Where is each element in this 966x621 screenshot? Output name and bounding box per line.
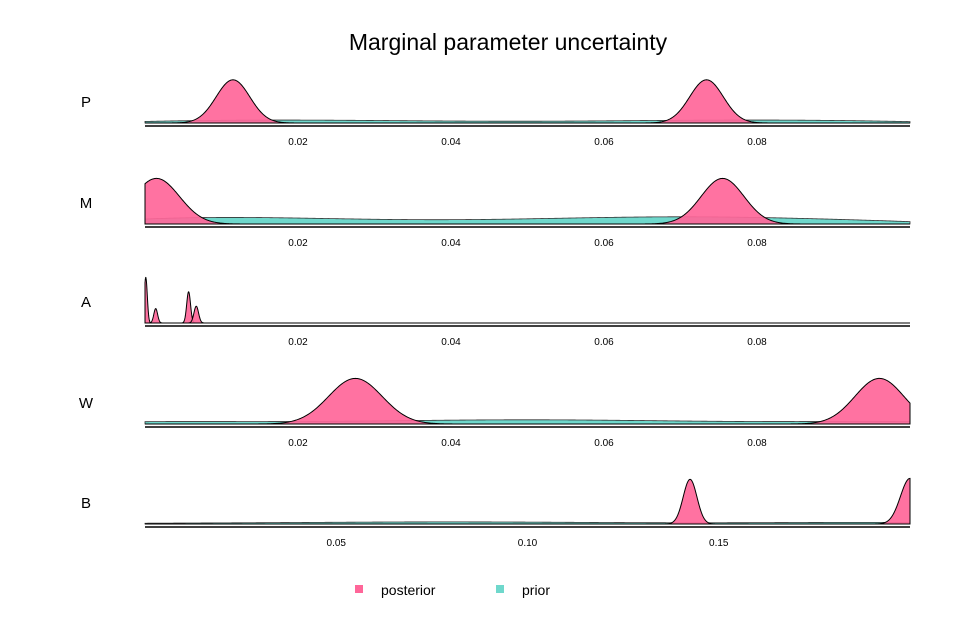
tick-label: 0.04 [441,337,461,348]
prior-density-m [144,216,911,225]
tick-label: 0.08 [747,337,767,348]
panel-p: 0.02 0.04 0.06 0.08 P [81,79,911,148]
tick-label: 0.10 [518,538,538,549]
panel-b: 0.05 0.10 0.15 B [81,477,911,549]
tick-label: 0.02 [288,238,308,249]
posterior-peak-p-2 [638,79,775,124]
tick-label: 0.06 [594,137,614,148]
legend-swatch [355,585,363,593]
prior-density-w [144,419,911,425]
chart-title: Marginal parameter uncertainty [349,29,668,55]
posterior-peak-w-2 [780,377,911,425]
tick-label: 0.02 [288,137,308,148]
tick-label: 0.06 [594,438,614,449]
posterior-peak-a-1 [144,276,153,324]
legend-item-posterior: posterior [355,582,436,598]
panel-label: A [81,294,91,311]
tick-label: 0.05 [327,538,347,549]
prior-density-b [144,521,911,525]
posterior-peak-b-2 [871,477,911,525]
tick-label: 0.15 [709,538,729,549]
tick-label: 0.04 [441,238,461,249]
legend-label: prior [522,582,550,598]
tick-label: 0.04 [441,137,461,148]
panel-a: 0.02 0.04 0.06 0.08 A [81,276,910,348]
tick-label: 0.02 [288,337,308,348]
panel-label: B [81,495,91,512]
tick-label: 0.08 [747,238,767,249]
posterior-peak-w-1 [247,377,463,425]
posterior-peak-b-1 [662,478,719,525]
panel-label: M [80,195,93,212]
legend-swatch [496,585,504,593]
legend-item-prior: prior [496,582,550,598]
posterior-peak-p-1 [165,79,301,124]
panel-m: 0.02 0.04 0.06 0.08 M [80,177,911,249]
posterior-peak-m-2 [636,177,809,225]
tick-label: 0.08 [747,438,767,449]
tick-label: 0.02 [288,438,308,449]
panel-label: P [81,94,91,111]
tick-label: 0.04 [441,438,461,449]
tick-label: 0.06 [594,238,614,249]
panel-w: 0.02 0.04 0.06 0.08 W [79,377,911,449]
tick-label: 0.06 [594,337,614,348]
posterior-peak-a-2 [147,308,164,324]
legend-label: posterior [381,582,436,598]
tick-label: 0.08 [747,137,767,148]
panel-label: W [79,395,94,412]
legend: posterior prior [355,582,550,598]
